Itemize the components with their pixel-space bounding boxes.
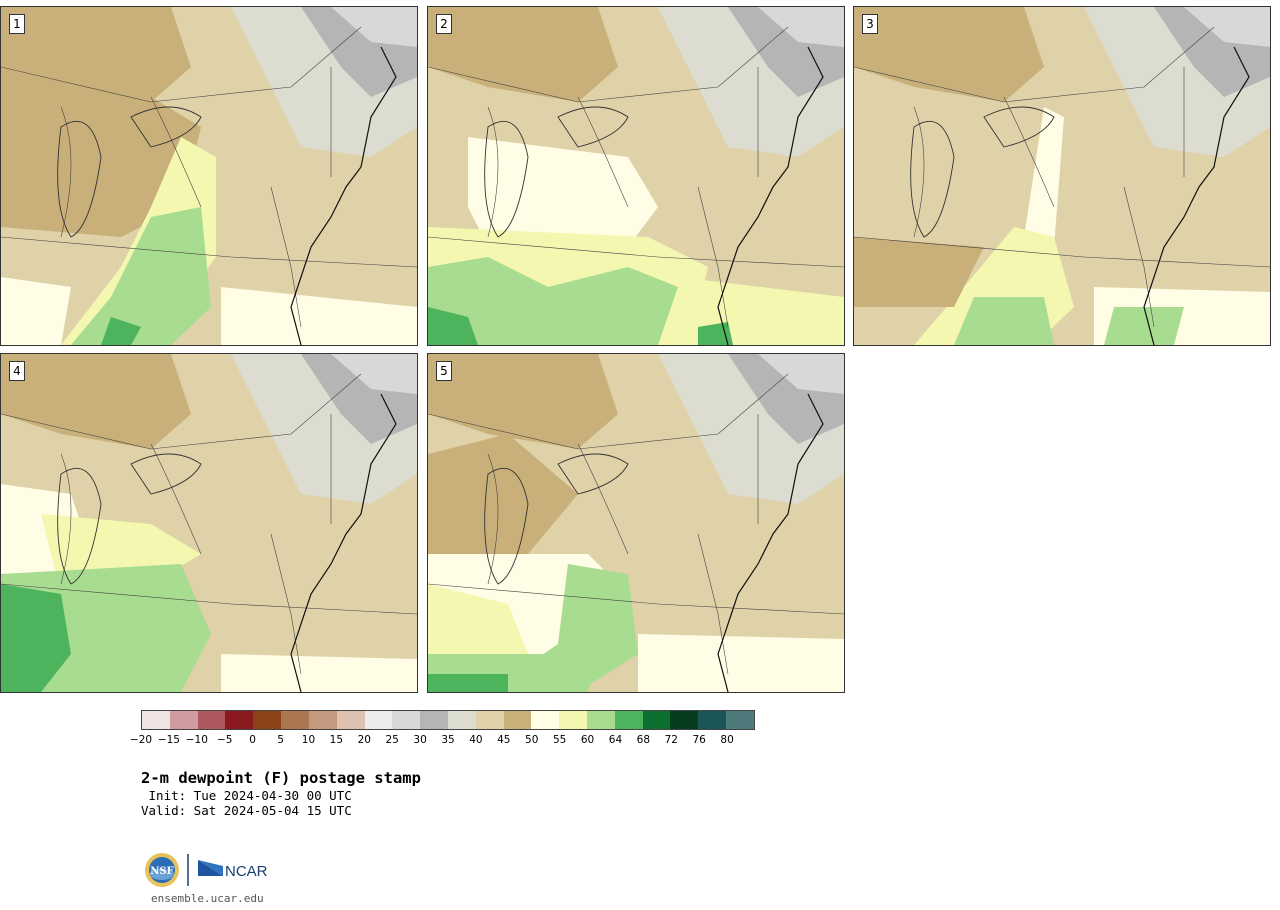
- svg-text:NCAR: NCAR: [225, 863, 268, 880]
- stamp-panel-1: 1: [0, 6, 418, 346]
- colorbar-swatch: [614, 711, 643, 729]
- ncar-logo-icon: NCAR: [198, 860, 268, 880]
- colorbar-tick-labels: −20 −15 −10 −5 0 5 10 15 20 25 30 35 40 45 50 55 60 64 68 7…: [130, 734, 755, 748]
- colorbar-tick-label: 35: [441, 734, 455, 746]
- colorbar-tick-label: 64: [608, 734, 623, 746]
- site-url: ensemble.ucar.edu: [151, 892, 264, 905]
- colorbar-tick-label: 80: [720, 734, 734, 746]
- panel-number-label: 3: [862, 14, 878, 34]
- colorbar-tick-label: 5: [277, 734, 284, 746]
- dewpoint-map: [428, 7, 844, 345]
- colorbar-tick-label: 15: [329, 734, 344, 746]
- dewpoint-map: [854, 7, 1270, 345]
- colorbar-tick-label: −5: [216, 734, 233, 746]
- colorbar-swatch: [197, 711, 226, 729]
- title-block: 2-m dewpoint (F) postage stamp Init: Tue…: [141, 769, 421, 818]
- chart-title: 2-m dewpoint (F) postage stamp: [141, 769, 421, 787]
- colorbar-tick-label: 40: [469, 734, 483, 746]
- colorbar-swatch: [447, 711, 476, 729]
- colorbar-tick-label: 76: [692, 734, 706, 746]
- colorbar-swatch: [531, 711, 560, 729]
- colorbar-swatch: [253, 711, 282, 729]
- colorbar-swatch: [587, 711, 615, 729]
- colorbar-swatch: [475, 711, 504, 729]
- svg-text:NSF: NSF: [150, 866, 173, 877]
- colorbar-swatch: [142, 711, 170, 729]
- colorbar-tick-label: 68: [636, 734, 651, 746]
- stamp-panel-2: 2: [427, 6, 845, 346]
- colorbar-swatch: [726, 711, 754, 729]
- colorbar-tick-label: 72: [664, 734, 678, 746]
- colorbar-tick-label: 50: [525, 734, 539, 746]
- colorbar-tick-label: −20: [129, 734, 153, 746]
- colorbar-tick-label: 55: [552, 734, 567, 746]
- panel-number-label: 5: [436, 361, 452, 381]
- colorbar-swatch: [670, 711, 699, 729]
- colorbar-swatch: [559, 711, 587, 729]
- colorbar-swatch: [281, 711, 309, 729]
- colorbar-swatch: [503, 711, 532, 729]
- panel-number-label: 2: [436, 14, 452, 34]
- nsf-logo-icon: NSF: [145, 853, 179, 887]
- dewpoint-map: [428, 354, 844, 692]
- colorbar-swatch: [698, 711, 727, 729]
- colorbar-tick-label: 45: [497, 734, 511, 746]
- panel-number-label: 4: [9, 361, 25, 381]
- stamp-panel-5: 5: [427, 353, 845, 693]
- panel-number-label: 1: [9, 14, 25, 34]
- colorbar-swatch: [336, 711, 365, 729]
- colorbar-tick-label: 30: [413, 734, 427, 746]
- colorbar-tick-label: −10: [185, 734, 208, 746]
- colorbar-tick-label: 10: [301, 734, 316, 746]
- colorbar-swatch: [420, 711, 448, 729]
- stamp-panel-4: 4: [0, 353, 418, 693]
- colorbar-tick-label: 20: [357, 734, 371, 746]
- stamp-panel-3: 3: [853, 6, 1271, 346]
- dewpoint-colorbar: [141, 710, 755, 730]
- colorbar-tick-label: 60: [580, 734, 595, 746]
- nsf-ncar-logo: NSF NCAR: [145, 853, 268, 887]
- dewpoint-map: [1, 7, 417, 345]
- colorbar-swatch: [308, 711, 337, 729]
- colorbar-swatch: [392, 711, 421, 729]
- colorbar-tick-label: 25: [385, 734, 399, 746]
- dewpoint-map: [1, 354, 417, 692]
- init-time: Init: Tue 2024-04-30 00 UTC: [141, 788, 352, 803]
- valid-time: Valid: Sat 2024-05-04 15 UTC: [141, 803, 352, 818]
- colorbar-tick-label: −15: [157, 734, 180, 746]
- colorbar-swatch: [642, 711, 671, 729]
- colorbar-swatch: [169, 711, 198, 729]
- colorbar-swatch: [225, 711, 254, 729]
- colorbar-tick-label: 0: [249, 734, 256, 746]
- colorbar-swatch: [364, 711, 393, 729]
